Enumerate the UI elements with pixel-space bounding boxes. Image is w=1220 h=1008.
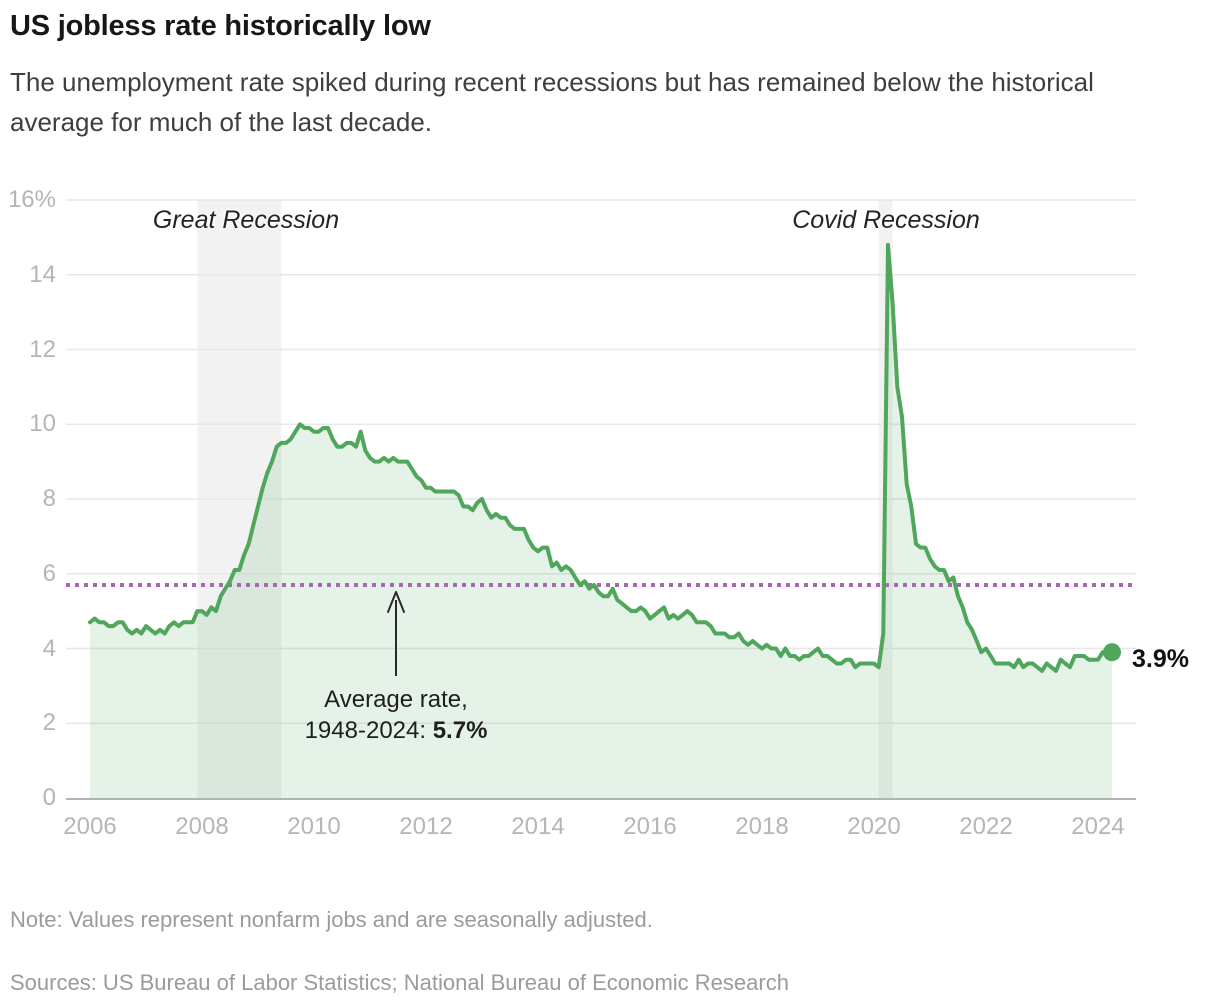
y-tick-label: 8: [42, 485, 56, 512]
average-rate-annotation-line2: 1948-2024: 5.7%: [305, 715, 488, 746]
chart-note: Note: Values represent nonfarm jobs and …: [10, 907, 653, 932]
y-tick-label: 4: [42, 634, 56, 662]
chart-subtitle: The unemployment rate spiked during rece…: [10, 67, 1094, 137]
x-tick-label: 2022: [959, 813, 1013, 840]
area-fill: [90, 244, 1112, 798]
covid-recession-label: Covid Recession: [792, 206, 980, 234]
y-tick-label: 2: [42, 709, 56, 737]
y-tick-label: 6: [42, 559, 56, 587]
latest-value-label: 3.9%: [1132, 645, 1189, 673]
x-tick-label: 2018: [735, 813, 789, 840]
y-tick-label: 16%: [7, 186, 56, 213]
x-tick-label: 2008: [175, 813, 229, 840]
endpoint-dot: [1103, 643, 1121, 662]
chart-sources: Sources: US Bureau of Labor Statistics; …: [10, 970, 789, 995]
x-tick-label: 2016: [623, 813, 677, 840]
x-tick-label: 2006: [63, 813, 117, 840]
y-tick-label: 10: [29, 410, 56, 438]
rate-line: [88, 242, 1114, 673]
x-tick-label: 2020: [847, 813, 901, 840]
annotation-arrowhead: [387, 591, 405, 613]
great-recession-label: Great Recession: [152, 206, 340, 234]
average-rate-period: 1948-2024:: [304, 717, 427, 744]
y-tick-label: 0: [42, 784, 56, 811]
x-tick-label: 2024: [1071, 813, 1125, 840]
average-rate-value: 5.7%: [432, 717, 488, 744]
average-rate-annotation: Average rate, 1948-2024: 5.7%: [305, 684, 488, 746]
x-tick-label: 2014: [511, 813, 565, 840]
y-tick-label: 14: [29, 260, 56, 288]
y-tick-label: 12: [29, 335, 56, 363]
chart-title: US jobless rate historically low: [10, 10, 431, 42]
x-tick-label: 2010: [287, 813, 341, 840]
x-tick-label: 2012: [399, 813, 453, 840]
average-rate-annotation-line1: Average rate,: [324, 686, 468, 713]
